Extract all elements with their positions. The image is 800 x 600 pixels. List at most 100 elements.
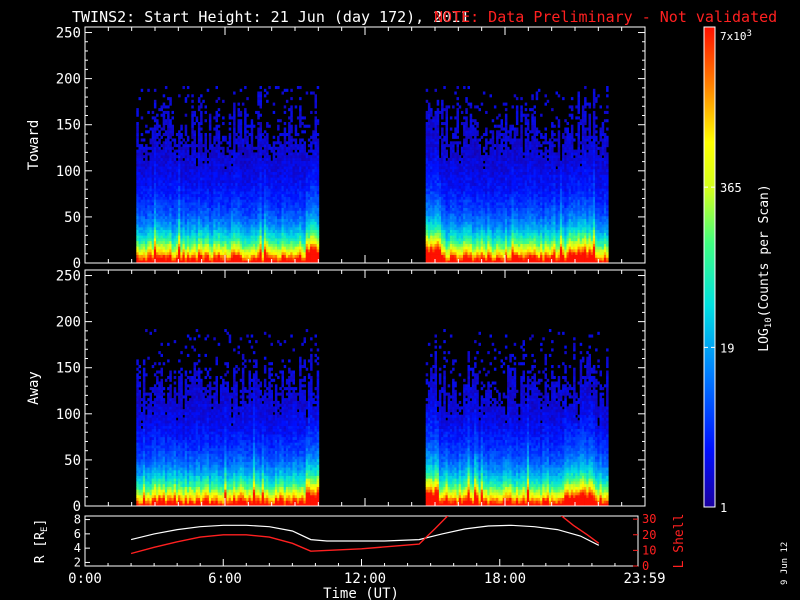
toward-cell [248,229,251,233]
toward-cell [164,110,168,114]
toward-cell [215,185,218,189]
toward-cell [202,251,205,255]
toward-cell [310,202,313,206]
toward-cell [219,202,223,206]
toward-cell [228,171,232,175]
toward-cell [290,185,293,189]
toward-cell [467,218,470,222]
toward-cell [303,174,306,178]
toward-cell [158,224,161,228]
toward-cell [142,216,146,220]
toward-cell [224,182,227,186]
toward-cell [288,169,291,173]
toward-cell [228,141,232,145]
toward-cell [445,127,448,131]
toward-cell [259,232,262,236]
toward-cell [430,254,433,258]
toward-cell [261,229,265,233]
toward-cell [458,204,462,208]
toward-cell [454,235,457,239]
toward-cell [158,152,161,156]
toward-cell [279,141,282,145]
toward-cell [445,124,448,128]
toward-cell [149,196,152,200]
toward-cell [434,135,437,139]
toward-cell [443,182,446,186]
toward-cell [299,116,302,120]
toward-cell [268,243,271,247]
toward-cell [449,251,453,255]
toward-cell [213,160,216,164]
toward-cell [312,160,315,164]
toward-cell [274,180,278,184]
toward-cell [279,257,282,261]
toward-cell [153,232,157,236]
toward-cell [441,257,444,261]
toward-cell [288,146,291,150]
toward-cell [156,171,159,175]
toward-cell [151,257,155,261]
toward-cell [456,116,459,120]
toward-cell [294,224,298,228]
toward-cell [452,257,455,261]
toward-cell [173,144,177,148]
toward-cell [140,152,144,156]
toward-cell [465,235,468,239]
toward-cell [162,144,166,148]
toward-cell [438,216,442,220]
toward-cell [241,260,245,263]
toward-cell [224,160,227,164]
toward-cell [142,138,146,142]
toward-cell [167,157,170,161]
toward-cell [279,196,282,200]
toward-cell [230,249,234,253]
toward-cell [195,166,199,170]
toward-cell [239,160,243,164]
toward-cell [299,97,302,101]
toward-cell [281,240,284,244]
toward-cell [434,207,437,211]
toward-cell [458,216,462,220]
toward-cell [281,210,284,214]
toward-cell [235,160,238,164]
toward-cell [235,207,238,211]
toward-cell [290,166,293,170]
toward-cell [226,207,229,211]
toward-cell [228,204,232,208]
toward-cell [268,202,271,206]
toward-cell [296,240,300,244]
toward-cell [285,249,289,253]
toward-cell [178,149,181,153]
toward-cell [217,204,221,208]
toward-cell [248,260,251,263]
toward-cell [244,124,247,128]
toward-cell [296,216,300,220]
toward-cell [257,216,260,220]
toward-cell [294,218,298,222]
toward-cell [307,188,311,192]
toward-cell [296,229,300,233]
toward-cell [239,249,243,253]
toward-cell [252,221,256,225]
toward-cell [197,232,201,236]
toward-cell [263,240,267,244]
toward-cell [239,152,243,156]
toward-cell [250,133,254,137]
toward-cell [272,204,276,208]
toward-cell [290,246,293,250]
toward-cell [219,229,223,233]
toward-cell [449,235,453,239]
toward-cell [263,218,267,222]
toward-cell [244,146,247,150]
toward-cell [283,249,287,253]
toward-cell [310,166,313,170]
toward-cell [456,97,459,101]
toward-cell [195,174,199,178]
toward-cell [145,146,148,150]
toward-cell [456,193,459,197]
toward-cell [189,144,192,148]
toward-cell [465,221,468,225]
toward-cell [217,257,221,261]
toward-cell [272,240,276,244]
toward-cell [277,251,280,255]
